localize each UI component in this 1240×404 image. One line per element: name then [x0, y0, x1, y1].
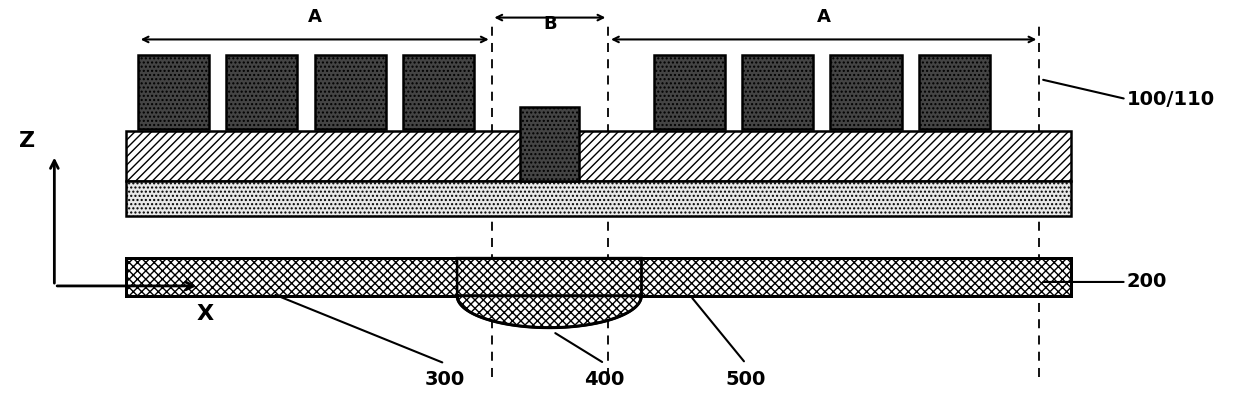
Text: 300: 300 — [425, 370, 465, 389]
Bar — [226, 55, 298, 129]
Polygon shape — [458, 258, 641, 328]
Bar — [831, 55, 901, 129]
Bar — [641, 258, 1071, 296]
Text: B: B — [543, 15, 557, 34]
Text: 500: 500 — [725, 370, 766, 389]
Text: 100/110: 100/110 — [1126, 90, 1214, 109]
Bar — [520, 107, 579, 181]
Bar — [315, 55, 386, 129]
Bar — [125, 131, 1071, 181]
Text: 400: 400 — [584, 370, 625, 389]
Bar — [919, 55, 990, 129]
Bar — [742, 55, 813, 129]
Text: 200: 200 — [1126, 272, 1167, 291]
Bar — [403, 55, 475, 129]
Text: Z: Z — [20, 131, 36, 151]
Text: A: A — [308, 8, 321, 25]
Text: A: A — [817, 8, 831, 25]
Bar — [138, 55, 210, 129]
Text: X: X — [197, 304, 215, 324]
Bar — [653, 55, 725, 129]
Bar — [125, 181, 1071, 217]
Bar — [125, 258, 458, 296]
